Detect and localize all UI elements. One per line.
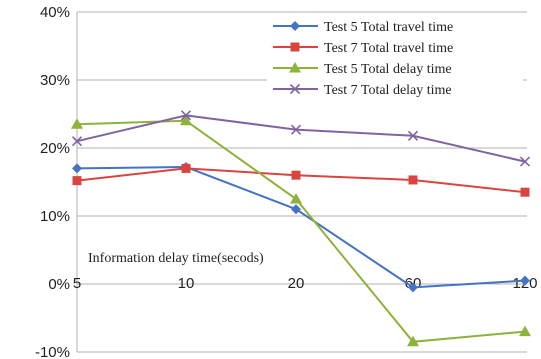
x-tick-label: 10	[178, 275, 195, 292]
y-axis-tick-labels: 40% 30% 20% 10% 0% -10%	[35, 4, 70, 359]
data-point	[290, 124, 302, 135]
data-point	[408, 175, 418, 185]
series-2	[72, 163, 530, 197]
data-point	[71, 136, 83, 147]
data-point	[71, 118, 83, 129]
y-tick-label: 20%	[40, 140, 70, 157]
legend-item: Test 5 Total delay time	[273, 62, 452, 77]
x-axis-annotation: Information delay time(secods)	[88, 251, 264, 266]
data-point	[290, 193, 302, 204]
data-point	[520, 275, 530, 286]
series-1	[72, 162, 530, 293]
legend-item: Test 7 Total delay time	[273, 83, 452, 98]
data-point	[180, 110, 192, 121]
data-point	[72, 163, 82, 174]
data-point	[291, 170, 301, 180]
series-line	[76, 167, 526, 194]
legend-item: Test 7 Total travel time	[273, 41, 453, 56]
data-point	[289, 83, 301, 95]
series-line	[76, 119, 526, 343]
series-layer	[71, 110, 531, 347]
data-point	[290, 42, 300, 52]
y-tick-label: 40%	[40, 4, 70, 21]
legend-label: Test 7 Total travel time	[324, 41, 453, 56]
legend-background	[267, 13, 523, 109]
data-point	[181, 163, 191, 173]
data-point	[520, 187, 530, 197]
legend-label: Test 5 Total delay time	[324, 62, 452, 77]
legend-label: Test 5 Total travel time	[324, 20, 453, 35]
legend: Test 5 Total travel time Test 7 Total tra…	[267, 13, 523, 109]
data-point	[180, 114, 192, 126]
data-point	[519, 156, 531, 167]
x-tick-label: 20	[288, 275, 305, 292]
series-3	[71, 114, 531, 347]
data-point	[289, 62, 301, 73]
legend-item: Test 5 Total travel time	[273, 20, 453, 35]
data-point	[407, 130, 419, 141]
legend-label: Test 7 Total delay time	[324, 83, 452, 98]
data-point	[408, 282, 418, 293]
data-point	[407, 335, 419, 347]
x-tick-label: 5	[73, 275, 81, 292]
y-tick-label: 10%	[40, 208, 70, 225]
y-tick-label: -10%	[35, 344, 70, 359]
y-tick-label: 0%	[48, 276, 70, 293]
data-point	[290, 21, 300, 31]
y-tick-label: 30%	[40, 72, 70, 89]
gridlines	[77, 11, 527, 353]
data-point	[291, 204, 301, 215]
data-point	[519, 325, 531, 337]
series-4	[71, 110, 531, 167]
data-point	[72, 176, 82, 186]
